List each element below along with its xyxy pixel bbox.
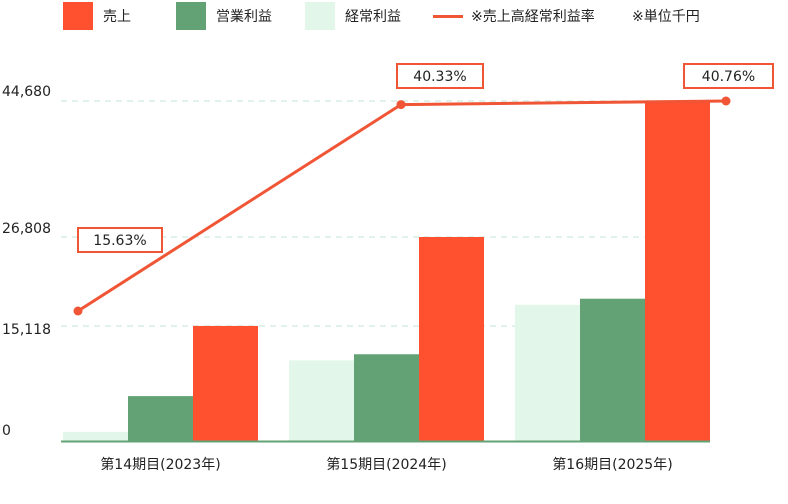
bar-operating <box>580 298 645 441</box>
legend-swatch-ordinary <box>305 2 335 30</box>
legend-swatch-sales <box>63 2 93 30</box>
margin-label-box <box>396 63 484 89</box>
legend-label-ordinary: 経常利益 <box>345 9 401 25</box>
margin-label-box <box>683 63 774 89</box>
bar-ordinary <box>63 431 128 441</box>
bar-ordinary <box>289 360 354 441</box>
margin-point <box>721 96 731 106</box>
margin-label: 40.33% <box>413 69 466 85</box>
x-tick-label: 第15期目(2024年) <box>326 456 446 473</box>
legend-label-margin: ※売上高経常利益率 <box>471 9 595 25</box>
legend-swatch-operating <box>176 2 206 30</box>
margin-label: 15.63% <box>93 233 146 249</box>
chart-legend: 売上 営業利益 経常利益 ※売上高経常利益率 ※単位千円 <box>0 2 788 30</box>
bar-ordinary <box>515 304 580 441</box>
y-tick-label: 26,808 <box>2 221 51 237</box>
margin-point <box>73 306 83 316</box>
margin-label-box <box>77 227 163 253</box>
bar-operating <box>128 396 193 441</box>
margin-point <box>396 100 406 110</box>
y-tick-label: 44,680 <box>2 84 51 100</box>
bar-sales <box>645 101 710 441</box>
legend-item-ordinary: 経常利益 <box>305 2 401 30</box>
legend-label-operating: 営業利益 <box>216 9 272 25</box>
y-tick-label: 15,118 <box>2 322 51 338</box>
legend-line-margin <box>433 14 463 18</box>
x-tick-label: 第14期目(2023年) <box>100 456 220 473</box>
legend-item-margin: ※売上高経常利益率 <box>433 2 595 30</box>
unit-note: ※単位千円 <box>632 9 700 25</box>
legend-label-sales: 売上 <box>103 9 131 25</box>
legend-item-operating: 営業利益 <box>176 2 272 30</box>
margin-label: 40.76% <box>702 69 755 85</box>
legend-item-sales: 売上 <box>63 2 131 30</box>
x-tick-label: 第16期目(2025年) <box>552 456 672 473</box>
bar-sales <box>193 325 258 441</box>
bar-sales <box>419 237 484 441</box>
margin-line <box>77 99 727 313</box>
bar-operating <box>354 354 419 441</box>
y-tick-label: 0 <box>2 423 11 439</box>
